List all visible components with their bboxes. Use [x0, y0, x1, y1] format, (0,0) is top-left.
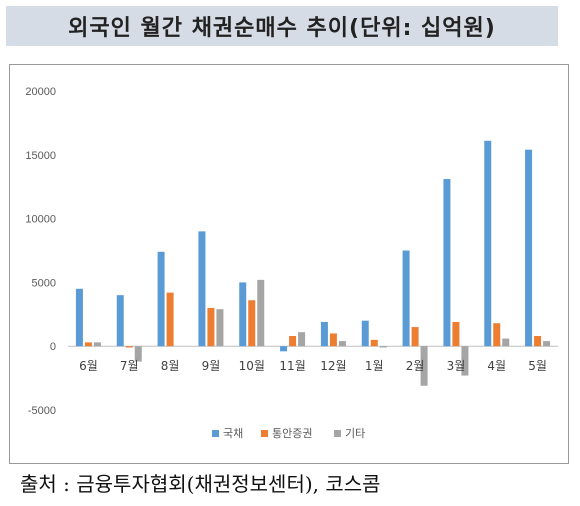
- bar-tongan-3: [166, 292, 174, 347]
- x-tick-label: 4월: [487, 359, 506, 373]
- bar-gita-7: [338, 341, 346, 347]
- bar-gukchae-5: [239, 282, 247, 347]
- bar-tongan-10: [452, 321, 460, 347]
- page-title: 외국인 월간 채권순매수 추이(단위: 십억원): [68, 16, 496, 41]
- bar-tongan-12: [534, 335, 542, 347]
- bar-tongan-11: [493, 323, 501, 347]
- bar-tongan-2: [125, 346, 133, 348]
- legend-label: 기타: [345, 427, 365, 440]
- x-tick-label: 1월: [365, 359, 384, 373]
- y-tick-label: 15000: [25, 150, 56, 162]
- y-tick-label: 20000: [25, 86, 56, 98]
- bar-gita-4: [216, 309, 224, 347]
- bar-gita-12: [543, 341, 551, 347]
- bar-tongan-6: [289, 335, 297, 347]
- bar-gukchae-4: [198, 231, 206, 347]
- bar-tongan-1: [84, 342, 92, 347]
- y-tick-label: -5000: [28, 405, 56, 417]
- legend-swatch: [261, 430, 268, 437]
- bar-gukchae-7: [320, 321, 328, 347]
- x-tick-label: 9월: [202, 359, 221, 373]
- bar-gukchae-8: [361, 320, 369, 347]
- bar-tongan-7: [329, 333, 337, 347]
- bar-gita-9: [420, 346, 428, 386]
- bar-gukchae-3: [157, 251, 165, 347]
- bar-gukchae-1: [75, 288, 83, 347]
- y-tick-label: 10000: [25, 214, 56, 226]
- x-tick-label: 7월: [120, 359, 139, 373]
- bar-tongan-5: [248, 300, 256, 347]
- bar-gita-10: [461, 346, 469, 376]
- source-note: 출처 : 금융투자협회(채권정보센터), 코스콤: [20, 472, 381, 496]
- chart-frame: -5000 0 5000 10000 15000 20000 6월 7월 8월 9월 10월 11월 1…: [9, 64, 569, 464]
- legend-label: 국채: [223, 427, 243, 440]
- x-tick-label: 2월: [406, 359, 425, 373]
- bar-gukchae-11: [484, 140, 492, 347]
- x-tick-label: 8월: [161, 359, 180, 373]
- bar-gukchae-10: [443, 179, 451, 347]
- y-tick-label: 5000: [32, 277, 56, 289]
- bar-gukchae-6: [280, 346, 288, 352]
- bar-gita-11: [502, 338, 510, 347]
- bar-gukchae-9: [402, 250, 410, 347]
- title-bar: 외국인 월간 채권순매수 추이(단위: 십억원): [6, 6, 558, 46]
- x-tick-label: 10월: [239, 359, 265, 373]
- bar-gita-6: [298, 332, 306, 347]
- legend-swatch: [334, 430, 341, 437]
- x-tick-label: 6월: [79, 359, 98, 373]
- bar-gita-8: [379, 346, 387, 348]
- bar-gita-5: [257, 279, 265, 347]
- bar-tongan-4: [207, 307, 215, 347]
- bar-chart: -5000 0 5000 10000 15000 20000 6월 7월 8월 9월 10월 11월 1…: [25, 86, 558, 440]
- x-tick-label: 5월: [528, 359, 547, 373]
- bar-gita-1: [93, 342, 101, 347]
- x-tick-label: 3월: [447, 359, 466, 373]
- bar-gita-2: [134, 346, 142, 362]
- x-tick-label: 12월: [320, 359, 346, 373]
- x-tick-label: 11월: [279, 359, 305, 373]
- bar-gukchae-12: [525, 149, 533, 347]
- bar-tongan-8: [370, 339, 378, 347]
- y-tick-label: 0: [50, 341, 56, 353]
- bar-gukchae-2: [116, 295, 124, 347]
- legend-label: 통안증권: [272, 427, 312, 440]
- bar-tongan-9: [411, 327, 419, 347]
- legend-swatch: [212, 430, 219, 437]
